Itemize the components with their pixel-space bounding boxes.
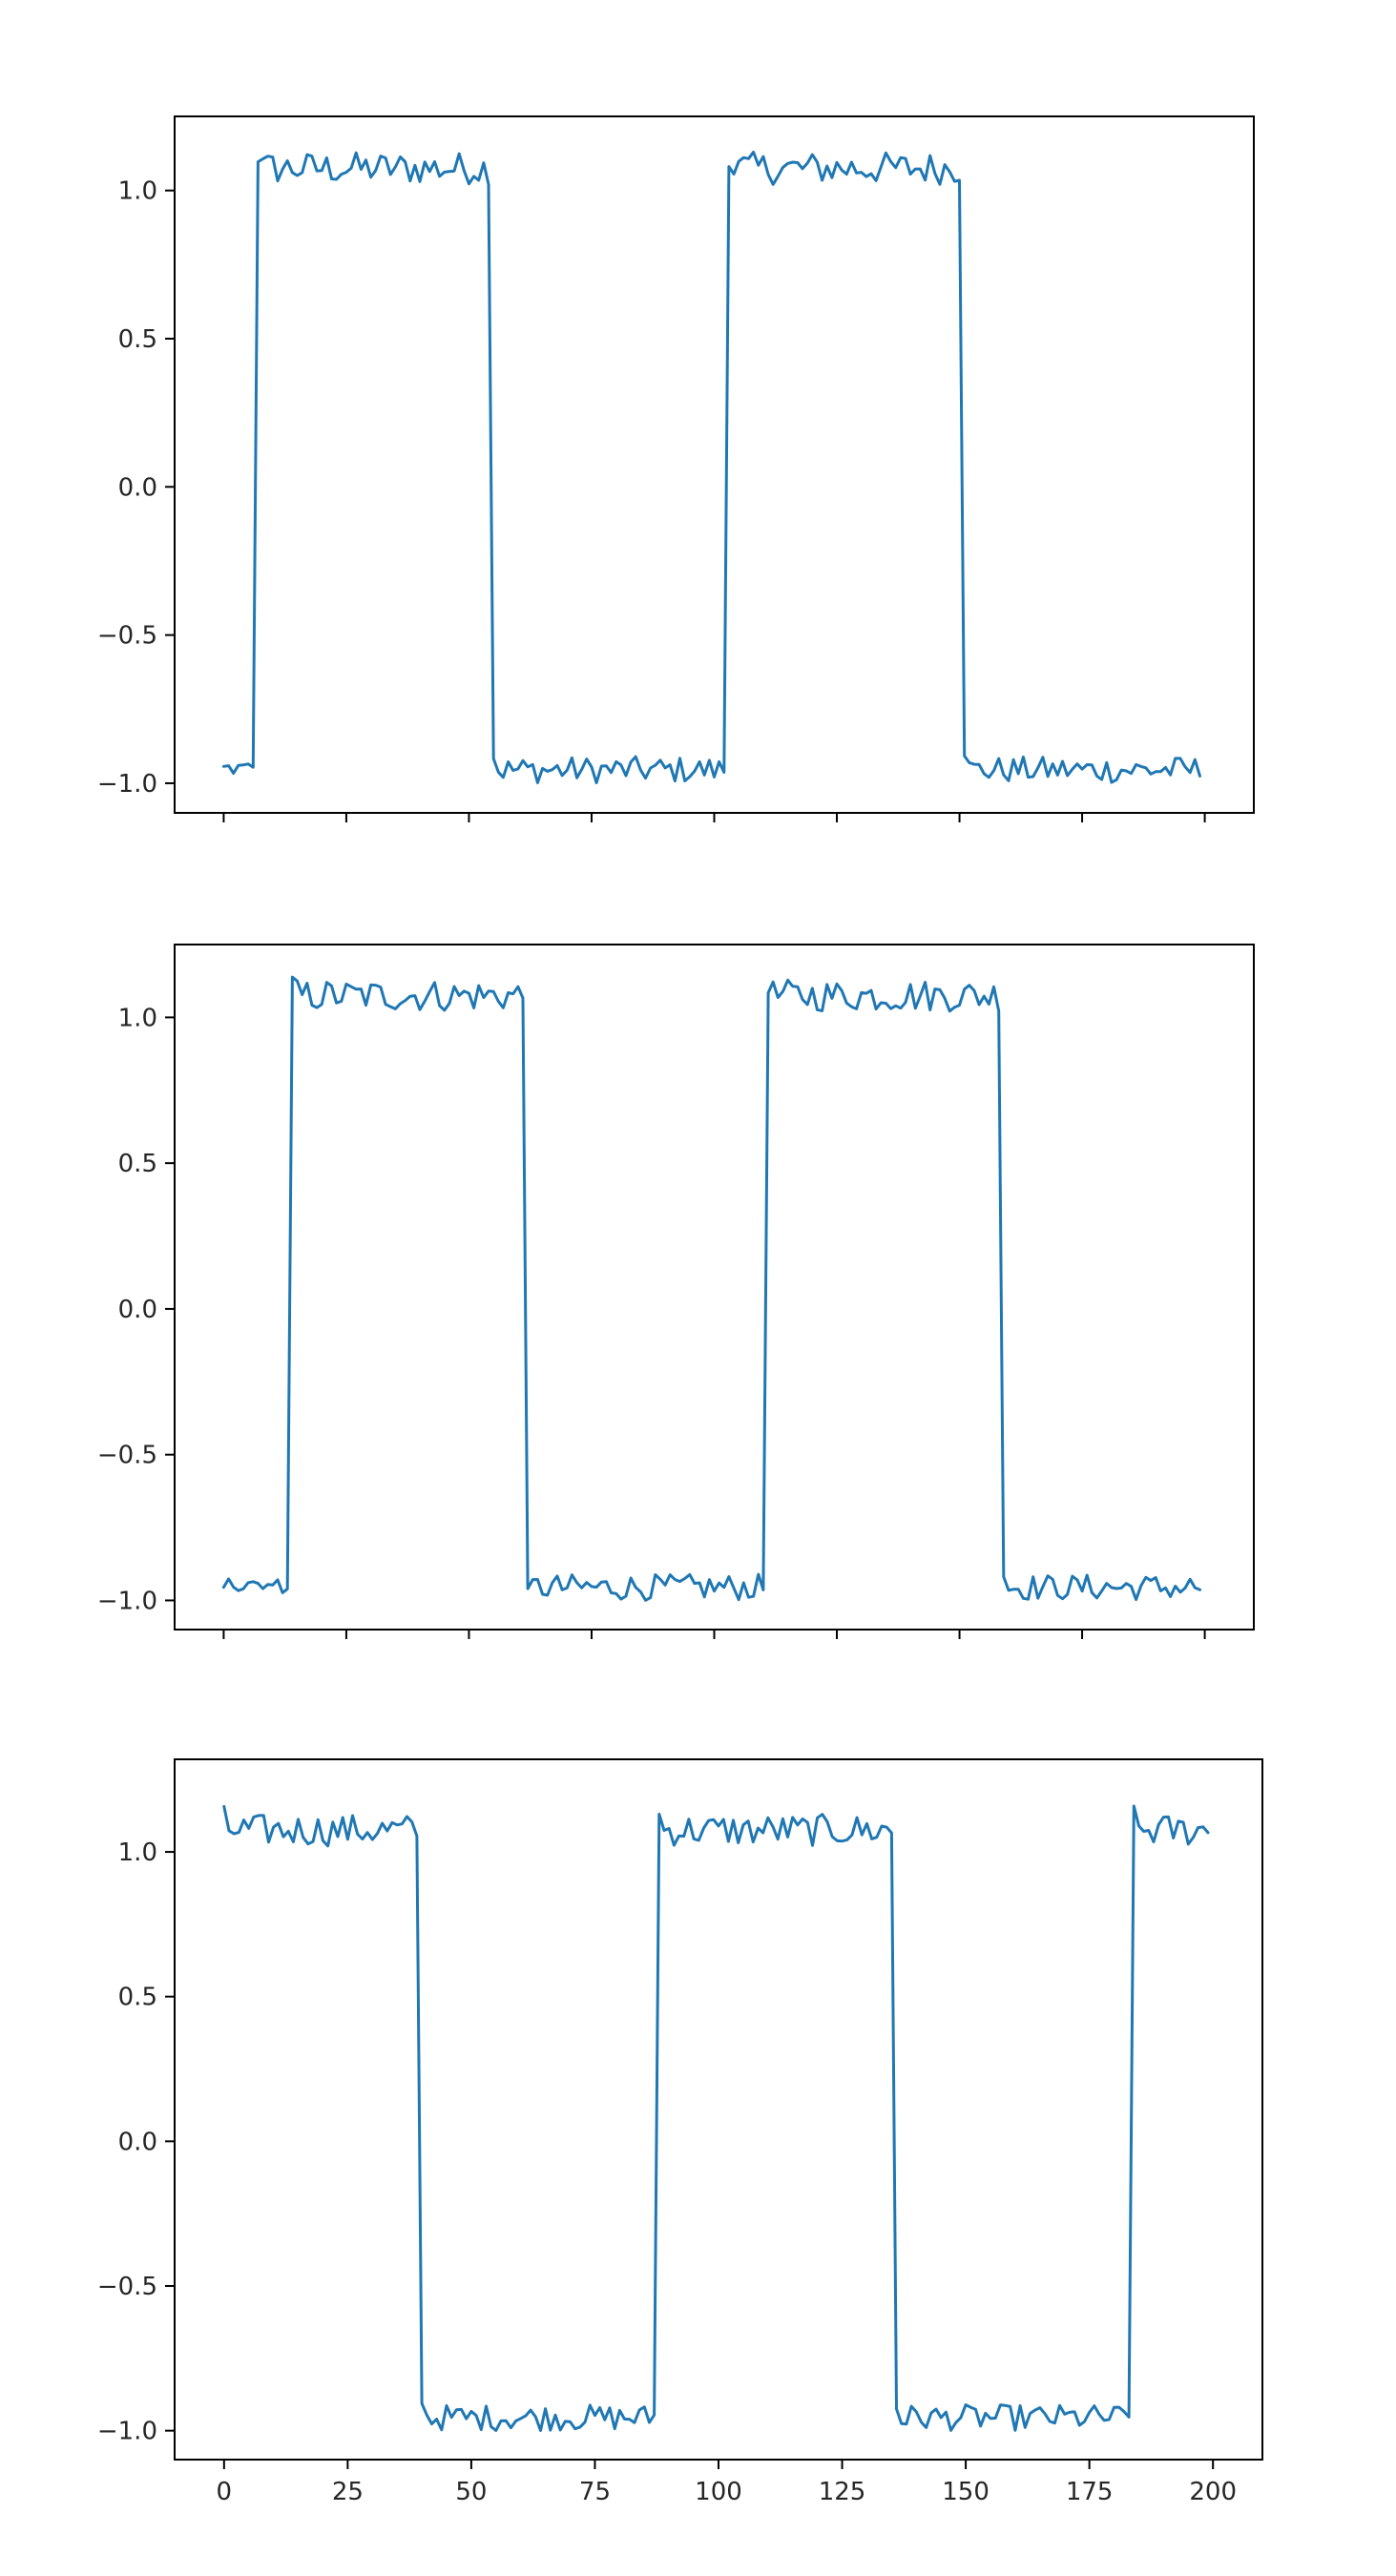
y-tick-label: 0.5 [118, 1150, 157, 1178]
y-tick-label: 1.0 [118, 177, 157, 206]
subplot-2: 1.0 0.5 0.0 −0.5 −1.0 [97, 944, 1255, 1639]
axes-frame [174, 1758, 1263, 2461]
axes-frame [174, 944, 1255, 1631]
y-tick-label: 0.0 [118, 473, 157, 502]
y-tick-label: 1.0 [118, 1839, 157, 1867]
x-tick-label: 75 [579, 2478, 611, 2506]
y-tick-label: −1.0 [97, 1587, 157, 1615]
x-tick-label: 125 [819, 2478, 866, 2506]
x-tick-label: 200 [1189, 2478, 1237, 2506]
axes-frame [174, 115, 1255, 814]
series-line [221, 975, 1201, 1602]
y-tick-label: −0.5 [97, 2273, 157, 2301]
y-tick-label: 0.0 [118, 1296, 157, 1324]
y-tick-label: −1.0 [97, 770, 157, 799]
y-tick-label: −0.5 [97, 1442, 157, 1470]
subplot-3: 1.0 0.5 0.0 −0.5 −1.0 0 25 50 75 100 125 150 175 200 [97, 1758, 1263, 2506]
series-line [222, 1804, 1210, 2432]
y-tick-label: −1.0 [97, 2418, 157, 2446]
y-tick-label: 1.0 [118, 1004, 157, 1032]
y-tick-label: 0.5 [118, 325, 157, 354]
x-tick-label: 0 [217, 2478, 233, 2506]
series-line [221, 150, 1201, 784]
x-tick-label: 150 [942, 2478, 990, 2506]
x-tick-label: 175 [1066, 2478, 1114, 2506]
x-tick-label: 25 [332, 2478, 364, 2506]
y-tick-label: −0.5 [97, 622, 157, 651]
y-tick-label: 0.0 [118, 2128, 157, 2156]
x-tick-label: 100 [695, 2478, 742, 2506]
subplot-1: 1.0 0.5 0.0 −0.5 −1.0 [97, 115, 1255, 822]
y-tick-label: 0.5 [118, 1984, 157, 2012]
x-tick-label: 50 [455, 2478, 487, 2506]
